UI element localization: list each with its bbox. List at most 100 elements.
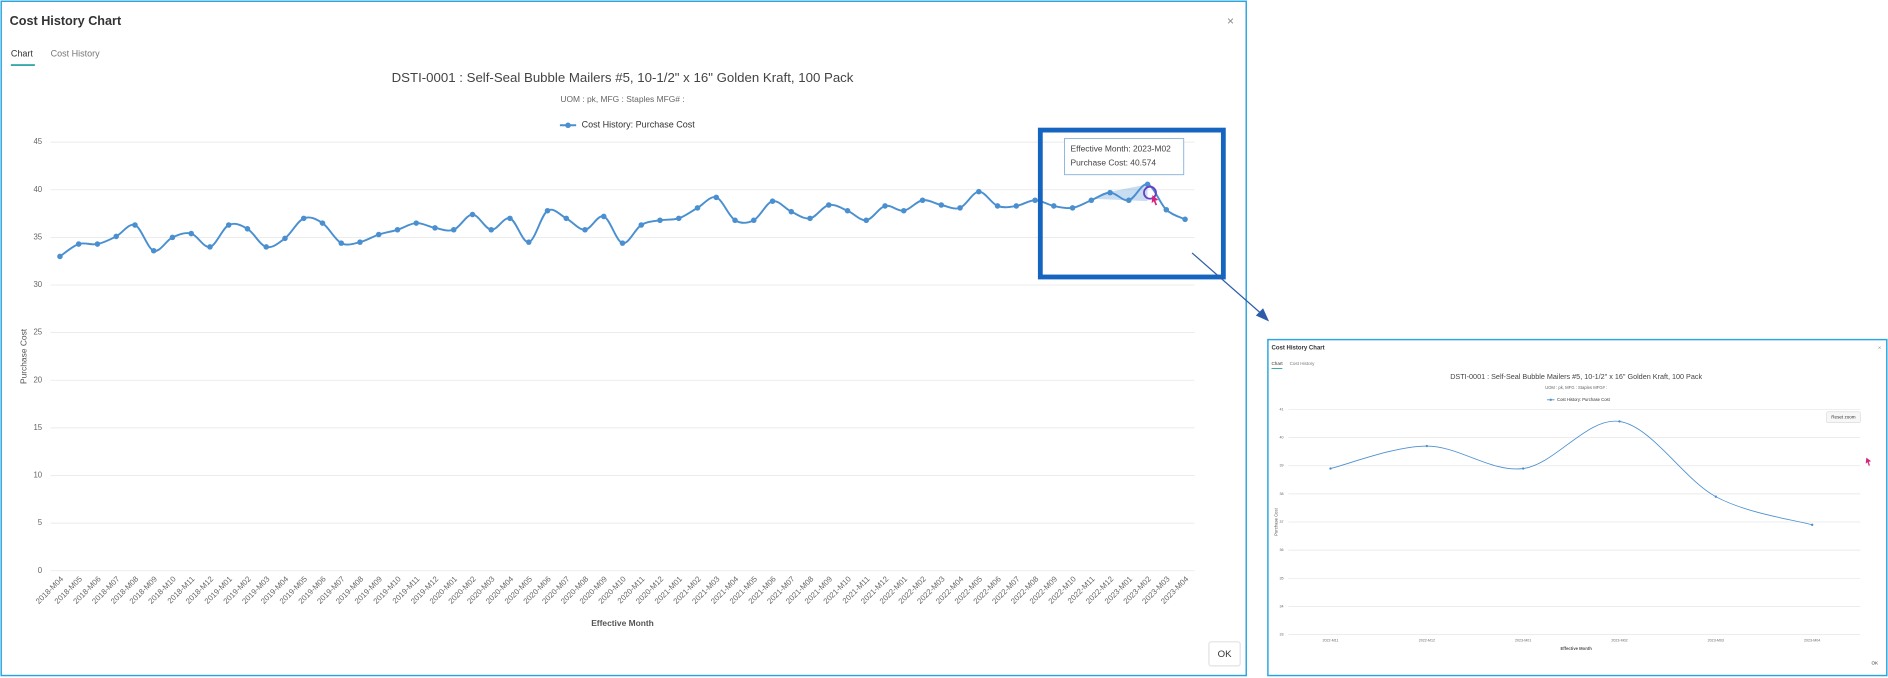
data-point	[600, 213, 607, 220]
data-point	[994, 203, 1001, 209]
arrow-line	[1191, 252, 1262, 314]
data-point	[732, 217, 738, 224]
zoom-dialog	[1267, 338, 1888, 677]
x-tick-label: 2022-M12	[1419, 639, 1435, 643]
zoom-ok[interactable]: OK	[1871, 661, 1878, 666]
y-tick-label: 40	[33, 185, 42, 194]
data-point	[1182, 216, 1188, 223]
data-point	[675, 215, 682, 222]
data-point	[319, 220, 326, 226]
data-point	[357, 239, 363, 245]
y-tick-label: 35	[1280, 576, 1284, 580]
y-tick-label: 5	[38, 518, 43, 527]
data-point	[657, 217, 663, 224]
data-point	[1810, 523, 1814, 527]
y-tick-label: 39	[1280, 464, 1284, 468]
data-point	[225, 222, 232, 228]
data-point	[188, 230, 194, 237]
dialog-title: Cost History Chart	[10, 14, 122, 28]
data-point	[694, 205, 701, 211]
zoom-close[interactable]: ×	[1878, 345, 1881, 351]
data-point	[413, 220, 420, 226]
data-point	[57, 253, 63, 260]
x-axis-title: Effective Month	[1560, 646, 1592, 651]
data-point	[976, 188, 982, 195]
data-point	[863, 217, 870, 224]
data-point	[619, 240, 626, 246]
data-point	[450, 226, 457, 233]
ok-button[interactable]	[1208, 641, 1241, 667]
tab-chart[interactable]: Chart	[11, 49, 34, 59]
data-point	[394, 226, 401, 233]
data-point	[244, 226, 251, 232]
zoom-tab-chart[interactable]: Chart	[1272, 361, 1284, 366]
data-point	[150, 247, 157, 254]
chart-title: DSTI-0001 : Self-Seal Bubble Mailers #5,…	[392, 70, 854, 85]
data-point	[1144, 181, 1151, 188]
data-point	[638, 222, 645, 228]
ok-label[interactable]: OK	[1218, 649, 1232, 660]
tooltip-text: Purchase Cost: 40.574	[1071, 157, 1157, 167]
data-point	[375, 231, 382, 238]
data-point	[544, 207, 551, 214]
data-point	[826, 202, 832, 208]
y-tick-label: 30	[33, 280, 42, 289]
close-button[interactable]: ×	[1227, 14, 1234, 28]
x-tick-label: 2023-M04	[1804, 639, 1820, 643]
y-tick-label: 33	[1280, 633, 1284, 637]
data-point	[300, 215, 307, 222]
data-point	[751, 217, 757, 224]
y-tick-label: 0	[38, 566, 43, 575]
tooltip-text: Effective Month: 2023-M02	[1071, 144, 1172, 154]
data-point	[132, 222, 138, 228]
data-point	[1051, 203, 1057, 209]
x-tick-label: 2023-M01	[1515, 639, 1531, 643]
data-point	[113, 233, 119, 240]
data-point	[957, 205, 963, 211]
legend-label: Cost History: Purchase Cost	[1557, 397, 1611, 402]
y-axis-title: Purchase Cost	[18, 328, 28, 384]
y-tick-label: 20	[33, 375, 42, 384]
reset-zoom-button[interactable]	[1826, 411, 1861, 423]
x-axis-title: Effective Month	[591, 618, 654, 628]
data-point	[282, 235, 288, 242]
y-tick-label: 35	[33, 232, 42, 241]
y-tick-label: 25	[33, 328, 42, 337]
y-tick-label: 38	[1280, 492, 1284, 496]
y-tick-label: 34	[1280, 604, 1284, 608]
data-point	[338, 240, 344, 246]
data-point	[525, 239, 532, 245]
cursor	[1151, 195, 1159, 206]
y-tick-label: 40	[1280, 436, 1284, 440]
data-point	[1032, 197, 1038, 204]
charts: DSTI-0001 : Self-Seal Bubble Mailers #5,…	[18, 70, 1861, 651]
data-point	[938, 202, 945, 208]
data-point	[469, 211, 476, 218]
hover-shade	[1092, 184, 1148, 202]
data-point	[207, 244, 213, 250]
data-point	[807, 215, 813, 222]
y-tick-label: 41	[1280, 407, 1284, 411]
data-point	[919, 197, 926, 204]
data-point	[563, 215, 570, 222]
data-point	[1107, 189, 1113, 196]
data-point	[488, 226, 495, 233]
data-point	[263, 244, 269, 250]
tab-cost-history[interactable]: Cost History	[51, 49, 101, 59]
data-point	[1521, 467, 1525, 470]
reset-zoom-label[interactable]: Reset zoom	[1831, 415, 1856, 420]
zoom-tab-cost-history[interactable]: Cost History	[1290, 361, 1316, 366]
data-point	[769, 198, 776, 204]
data-point	[713, 194, 720, 201]
data-point	[1088, 197, 1095, 204]
data-point	[94, 241, 101, 247]
x-tick-label: 2023-M02	[1611, 639, 1627, 643]
y-tick-label: 36	[1280, 548, 1284, 552]
data-point	[1329, 467, 1332, 470]
zoom-dialog-title: Cost History Chart	[1272, 346, 1325, 352]
y-tick-label: 45	[33, 137, 42, 146]
data-point	[1126, 197, 1132, 204]
data-point	[582, 226, 588, 233]
